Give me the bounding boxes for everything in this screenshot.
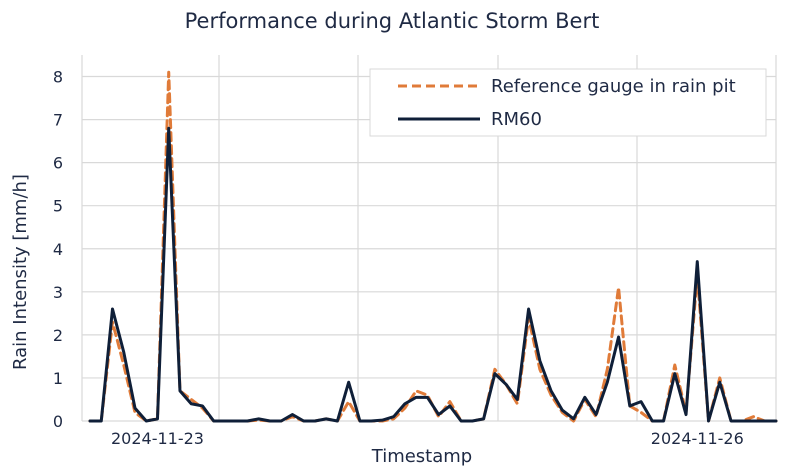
gridlines [81, 55, 777, 422]
plot-series [88, 70, 778, 423]
legend: Reference gauge in rain pit RM60 [369, 68, 767, 137]
series-line-rm60 [88, 126, 778, 423]
y-tick-label: 1 [53, 369, 63, 388]
y-tick-label: 6 [53, 154, 63, 173]
y-tick-label: 3 [53, 283, 63, 302]
chart-title: Performance during Atlantic Storm Bert [185, 9, 600, 33]
y-axis-label: Rain Intensity [mm/h] [10, 174, 31, 370]
y-tick-label: 2 [53, 326, 63, 345]
x-tick-label: 2024-11-23 [111, 429, 204, 448]
legend-label-reference: Reference gauge in rain pit [491, 76, 736, 97]
y-tick-label: 5 [53, 197, 63, 216]
x-tick-labels: 2024-11-23 2024-11-26 [111, 429, 744, 448]
x-axis-label: Timestamp [371, 446, 472, 467]
legend-label-rm60: RM60 [491, 109, 542, 130]
y-tick-label: 7 [53, 111, 63, 130]
y-tick-label: 0 [53, 412, 63, 431]
y-tick-label: 8 [53, 68, 63, 87]
x-tick-label: 2024-11-26 [651, 429, 744, 448]
y-tick-labels: 0 1 2 3 4 5 6 7 8 [53, 68, 63, 431]
legend-box [369, 68, 767, 137]
y-tick-label: 4 [53, 240, 63, 259]
